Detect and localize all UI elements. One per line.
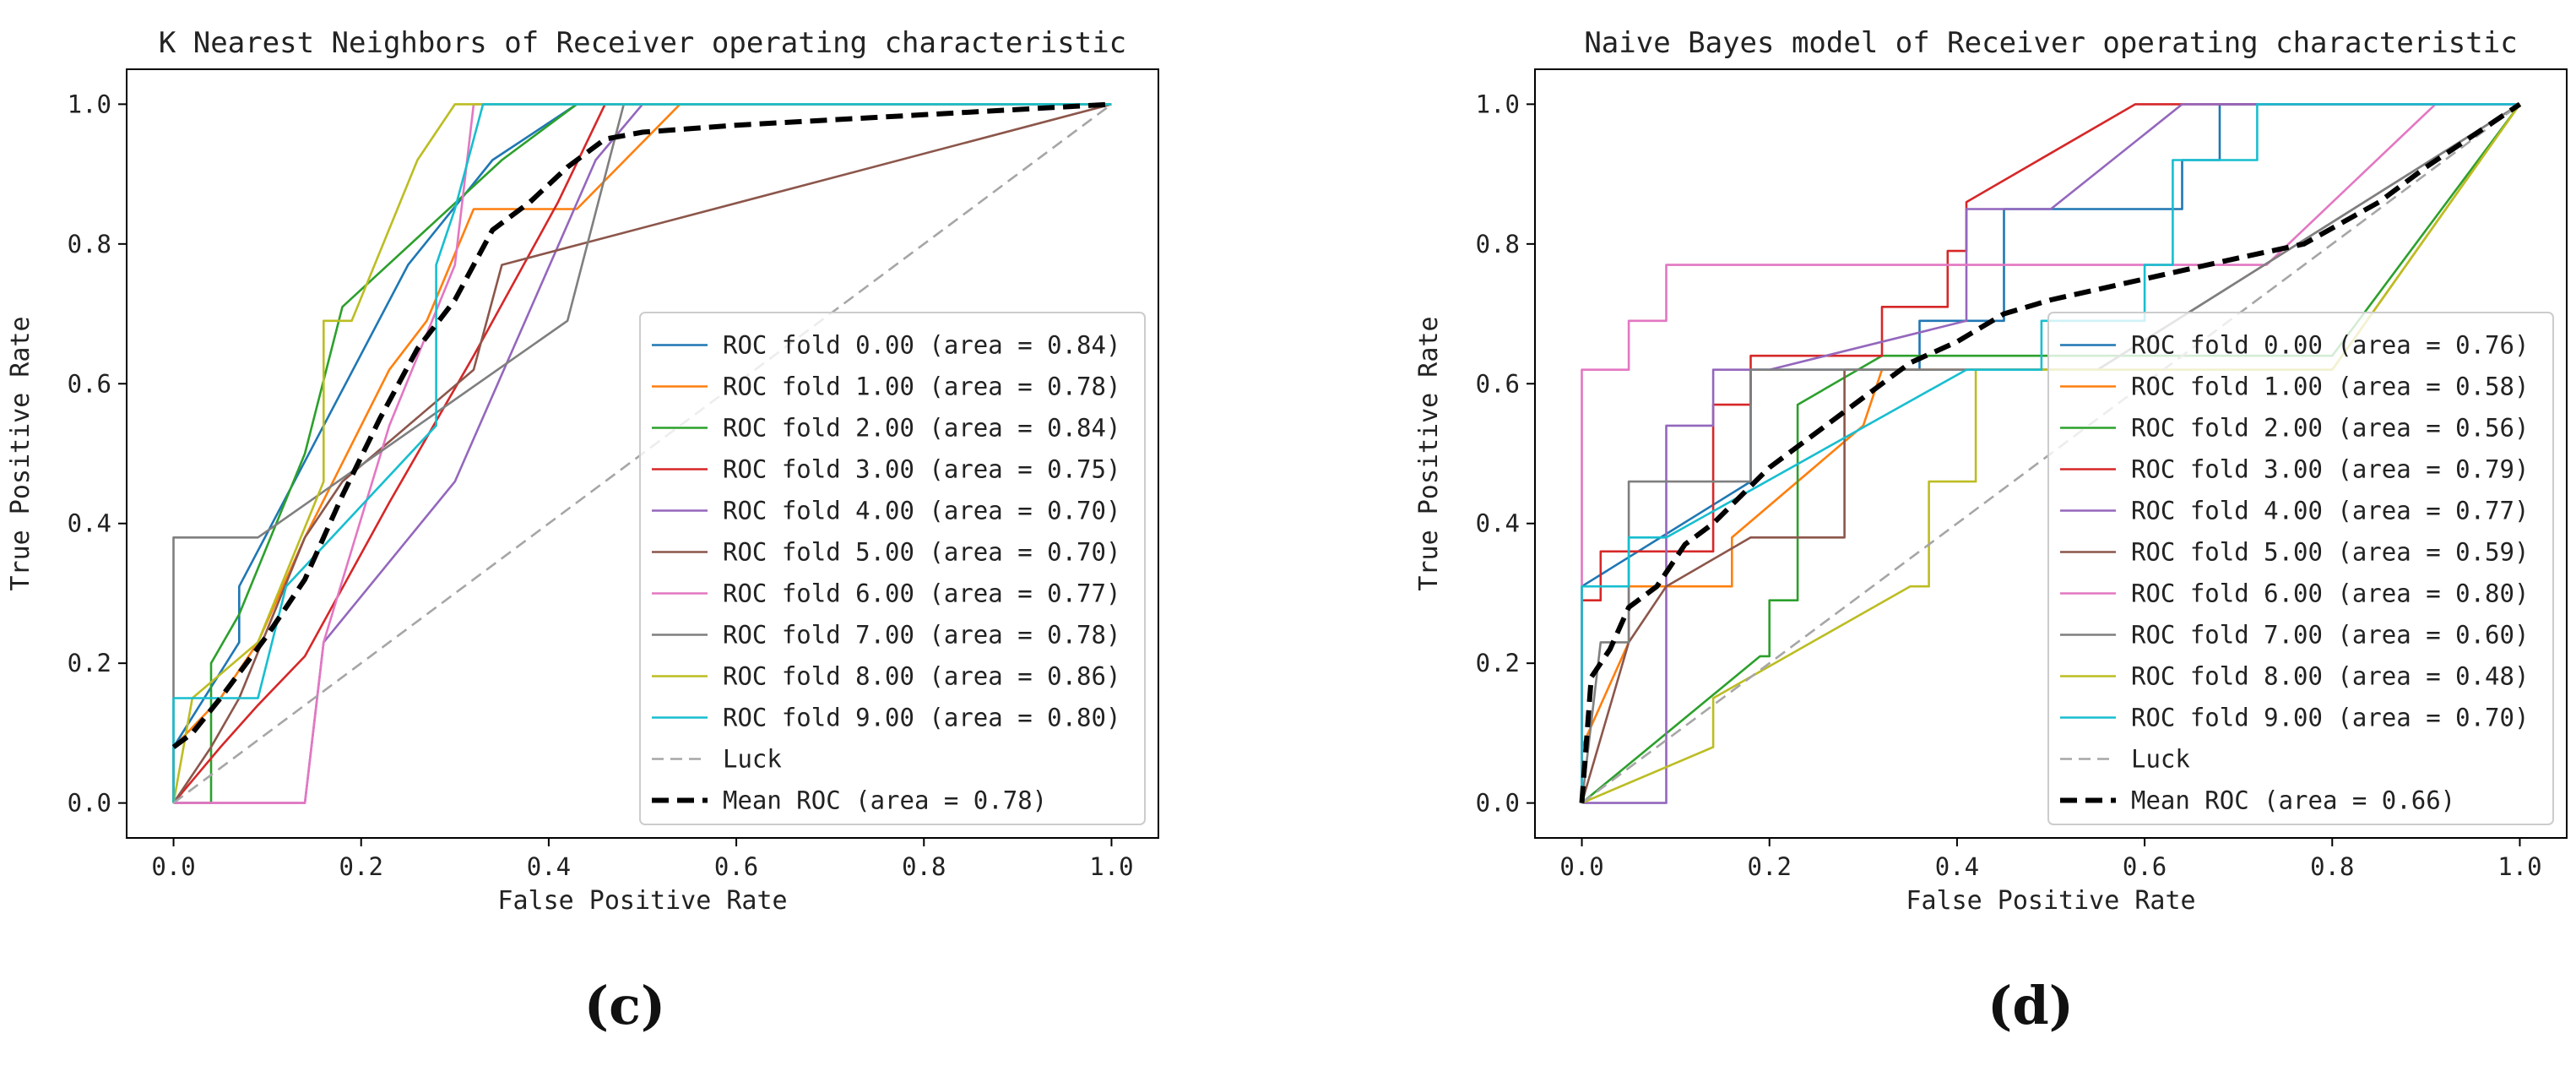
roc-fold-1-line (172, 103, 1112, 803)
y-tick-label: 0.2 (68, 649, 111, 677)
legend-entry: ROC fold 7.00 (area = 0.78) (723, 621, 1120, 650)
roc-fold-6-line (1581, 103, 2520, 803)
legend-entry: ROC fold 1.00 (area = 0.78) (723, 373, 1120, 401)
legend-entry: Mean ROC (area = 0.78) (723, 786, 1047, 815)
x-tick-label: 0.2 (1748, 852, 1792, 881)
mean-roc-line (171, 101, 1112, 749)
chart-title: Naive Bayes model of Receiver operating … (1584, 26, 2517, 60)
roc-fold-9-line (172, 103, 1112, 803)
x-axis-label: False Positive Rate (1906, 886, 2195, 916)
legend-entry: ROC fold 1.00 (area = 0.58) (2131, 373, 2529, 401)
legend: ROC fold 0.00 (area = 0.76) ROC fold 1.00… (2047, 312, 2554, 825)
legend-entry: ROC fold 5.00 (area = 0.70) (723, 538, 1120, 567)
x-tick-label: 0.8 (2310, 852, 2354, 881)
x-tick-label: 0.6 (2123, 852, 2167, 881)
y-tick-label: 0.8 (1476, 230, 1520, 258)
x-tick-label: 0.8 (902, 852, 946, 881)
roc-fold-3-line (172, 103, 1112, 804)
x-tick-label: 0.4 (527, 852, 571, 881)
legend-entry: ROC fold 7.00 (area = 0.60) (2131, 621, 2529, 650)
legend-entry: ROC fold 2.00 (area = 0.84) (723, 414, 1120, 443)
legend: ROC fold 0.00 (area = 0.84) ROC fold 1.00… (639, 312, 1146, 825)
legend-box (2047, 312, 2554, 825)
x-tick-label: 0.0 (1559, 852, 1603, 881)
y-tick-label: 0.8 (68, 230, 111, 258)
y-axis-label: True Positive Rate (6, 316, 35, 590)
legend-entry: ROC fold 3.00 (area = 0.79) (2131, 455, 2529, 484)
legend-entry: ROC fold 4.00 (area = 0.77) (2131, 497, 2529, 525)
legend-entry: Luck (723, 745, 782, 774)
legend-entry: Mean ROC (area = 0.66) (2131, 786, 2455, 815)
panel-label: (c) (584, 975, 665, 1036)
roc-fold-5-line (172, 103, 1112, 804)
roc-fold-9-line (1581, 103, 2520, 803)
legend-entry: ROC fold 9.00 (area = 0.70) (2131, 704, 2529, 732)
y-tick-label: 0.6 (68, 369, 111, 398)
legend-entry: ROC fold 4.00 (area = 0.70) (723, 497, 1120, 525)
legend-entry: ROC fold 0.00 (area = 0.76) (2131, 331, 2529, 360)
legend-entry: ROC fold 8.00 (area = 0.48) (2131, 662, 2529, 691)
chart-naive-bayes: 0.0 0.2 0.4 0.6 0.8 1.0 0.0 0.2 0.4 0.6 0.8 1.0 Naiv… (1414, 26, 2568, 916)
chart-title: K Nearest Neighbors of Receiver operatin… (159, 26, 1126, 60)
y-tick-label: 0.4 (68, 509, 111, 538)
x-tick-label: 0.6 (714, 852, 758, 881)
legend-entry: Luck (2131, 745, 2190, 774)
roc-fold-8-line (172, 103, 1112, 803)
axes-frame (1534, 68, 2568, 839)
legend-entry: ROC fold 3.00 (area = 0.75) (723, 455, 1120, 484)
legend-entry: ROC fold 6.00 (area = 0.80) (2131, 579, 2529, 608)
panel-label: (d) (1988, 975, 2074, 1036)
x-tick-label: 0.0 (151, 852, 195, 881)
axes-frame (126, 68, 1159, 839)
y-tick-label: 0.6 (1476, 369, 1520, 398)
x-tick-label: 0.4 (1935, 852, 1979, 881)
y-axis-label: True Positive Rate (1414, 316, 1444, 590)
x-axis-label: False Positive Rate (497, 886, 787, 916)
legend-box (639, 312, 1146, 825)
y-tick-label: 0.2 (1476, 649, 1520, 677)
x-tick-label: 1.0 (2497, 852, 2541, 881)
legend-entry: ROC fold 2.00 (area = 0.56) (2131, 414, 2529, 443)
x-tick-label: 0.2 (339, 852, 383, 881)
chart-knn: 0.0 0.2 0.4 0.6 0.8 1.0 0.0 0.2 0.4 0.6 0.8 1.0 K Ne… (6, 26, 1159, 916)
legend-entry: ROC fold 5.00 (area = 0.59) (2131, 538, 2529, 567)
legend-entry: ROC fold 8.00 (area = 0.86) (723, 662, 1120, 691)
y-tick-label: 1.0 (1476, 90, 1520, 118)
y-tick-label: 1.0 (68, 90, 111, 118)
y-tick-label: 0.4 (1476, 509, 1520, 538)
legend-entry: ROC fold 9.00 (area = 0.80) (723, 704, 1120, 732)
legend-entry: ROC fold 0.00 (area = 0.84) (723, 331, 1120, 360)
mean-roc-line (1579, 101, 2522, 803)
y-tick-label: 0.0 (68, 789, 111, 818)
legend-entry: ROC fold 6.00 (area = 0.77) (723, 579, 1120, 608)
y-tick-label: 0.0 (1476, 789, 1520, 818)
x-tick-label: 1.0 (1089, 852, 1133, 881)
